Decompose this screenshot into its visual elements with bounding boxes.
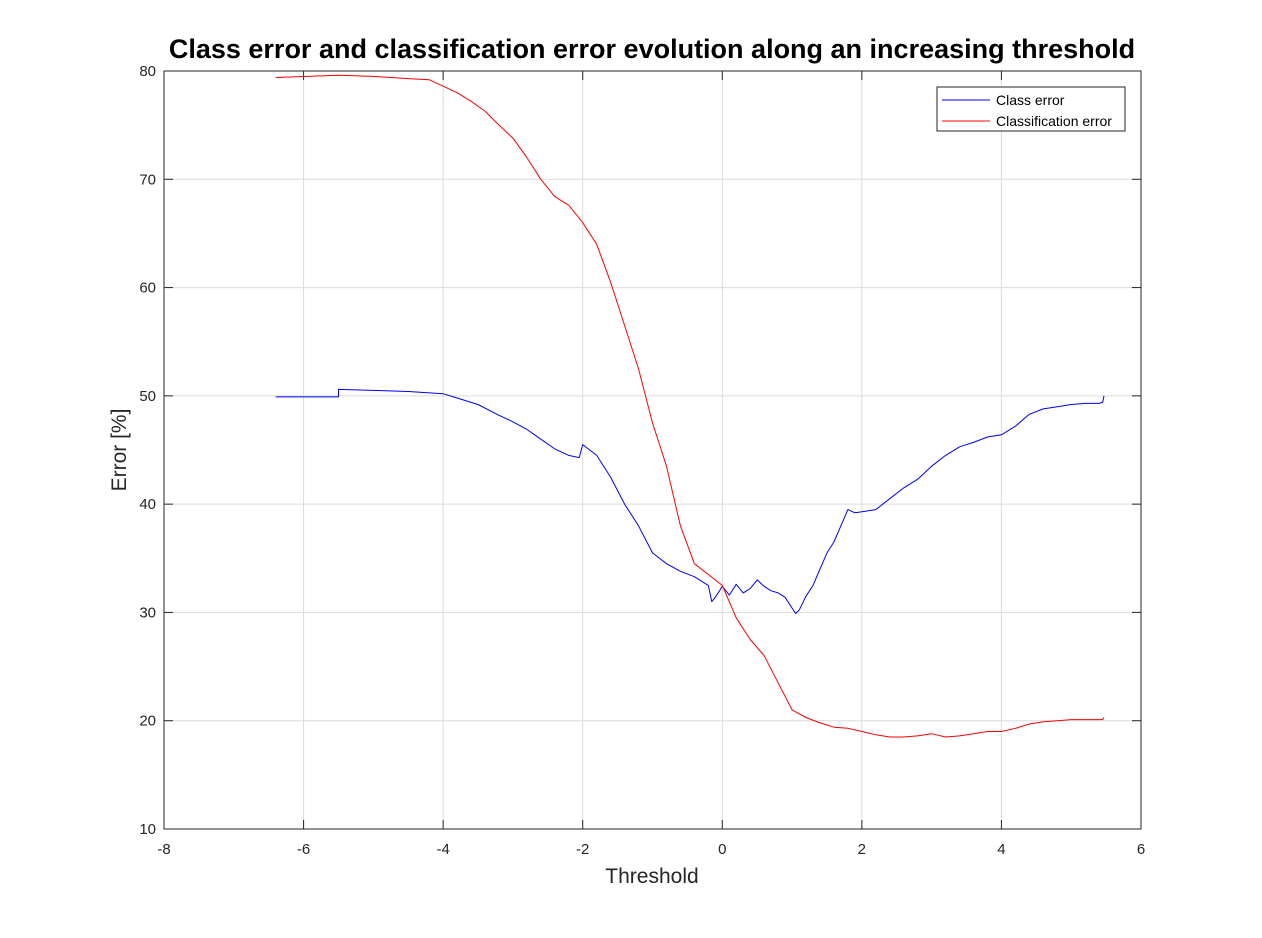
x-tick-label: -6	[297, 841, 310, 858]
axis-ticks: -8 -6 -4 -2 0 2 4 6 10 20 30 40 50 60 70 80	[139, 63, 1145, 858]
x-tick-label: -2	[576, 841, 589, 858]
legend-label: Class error	[996, 92, 1065, 108]
gridlines	[163, 70, 1142, 830]
x-tick-label: 6	[1137, 841, 1145, 858]
series-line-0	[275, 388, 1105, 614]
x-tick-label: -8	[157, 841, 170, 858]
legend-label: Classification error	[996, 113, 1112, 129]
x-tick-label: 4	[997, 841, 1005, 858]
y-tick-label: 60	[139, 280, 156, 297]
chart-title: Class error and classification error evo…	[169, 34, 1135, 64]
legend: Class error Classification error	[936, 86, 1126, 132]
y-tick-label: 40	[139, 496, 156, 513]
x-tick-label: -4	[436, 841, 449, 858]
x-tick-label: 2	[858, 841, 866, 858]
series-lines	[275, 74, 1105, 738]
y-axis-label: Error [%]	[108, 409, 131, 492]
legend-box	[936, 86, 1126, 132]
series-line-1	[275, 74, 1105, 738]
y-tick-label: 30	[139, 604, 156, 621]
plot-area-frame	[163, 70, 1142, 830]
y-tick-label: 80	[139, 63, 156, 80]
y-tick-label: 10	[139, 821, 156, 838]
y-tick-label: 50	[139, 388, 156, 405]
y-tick-label: 70	[139, 171, 156, 188]
x-axis-label: Threshold	[605, 865, 698, 888]
y-tick-label: 20	[139, 713, 156, 730]
x-tick-label: 0	[718, 841, 726, 858]
